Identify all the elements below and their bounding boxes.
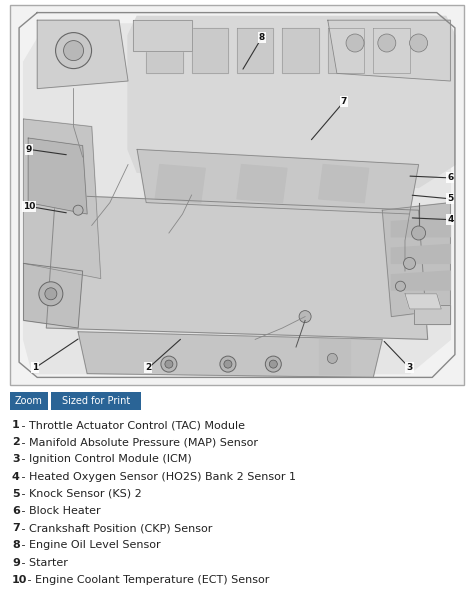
Circle shape	[165, 360, 173, 368]
Polygon shape	[414, 305, 450, 324]
Text: 3: 3	[406, 363, 413, 372]
Circle shape	[224, 360, 232, 368]
Circle shape	[403, 258, 416, 269]
Text: 8: 8	[12, 540, 20, 551]
Text: - Crankshaft Position (CKP) Sensor: - Crankshaft Position (CKP) Sensor	[18, 523, 212, 533]
Polygon shape	[24, 119, 101, 279]
Text: - Block Heater: - Block Heater	[18, 506, 100, 516]
Polygon shape	[319, 339, 350, 374]
Circle shape	[265, 356, 282, 372]
Polygon shape	[392, 271, 450, 290]
Text: 6: 6	[12, 506, 20, 516]
Polygon shape	[128, 17, 455, 188]
Text: - Heated Oxygen Sensor (HO2S) Bank 2 Sensor 1: - Heated Oxygen Sensor (HO2S) Bank 2 Sen…	[18, 472, 296, 482]
Text: 1: 1	[12, 420, 20, 430]
Text: 8: 8	[259, 33, 265, 42]
Text: 1: 1	[32, 363, 38, 372]
Polygon shape	[373, 28, 410, 73]
Circle shape	[395, 281, 405, 291]
Circle shape	[299, 311, 311, 323]
Polygon shape	[24, 24, 450, 374]
Text: 2: 2	[12, 437, 20, 447]
Circle shape	[64, 41, 83, 60]
Polygon shape	[392, 244, 450, 263]
Text: 6: 6	[447, 173, 454, 182]
Polygon shape	[382, 202, 450, 317]
Polygon shape	[392, 218, 450, 237]
Text: 5: 5	[12, 489, 19, 499]
Text: 9: 9	[26, 145, 32, 154]
Polygon shape	[155, 165, 205, 202]
Text: Sized for Print: Sized for Print	[62, 396, 130, 406]
Text: - Ignition Control Module (ICM): - Ignition Control Module (ICM)	[18, 455, 191, 464]
Text: 4: 4	[12, 472, 20, 482]
Text: - Engine Oil Level Sensor: - Engine Oil Level Sensor	[18, 540, 160, 551]
Text: - Manifold Absolute Pressure (MAP) Sensor: - Manifold Absolute Pressure (MAP) Senso…	[18, 437, 258, 447]
Polygon shape	[328, 20, 450, 81]
Circle shape	[73, 205, 83, 215]
Text: 3: 3	[12, 455, 19, 464]
Circle shape	[39, 282, 63, 306]
Circle shape	[220, 356, 236, 372]
Circle shape	[378, 34, 396, 52]
Polygon shape	[191, 28, 228, 73]
Polygon shape	[237, 28, 273, 73]
Text: 2: 2	[146, 363, 152, 372]
Polygon shape	[78, 332, 382, 378]
Polygon shape	[28, 138, 87, 214]
Polygon shape	[146, 28, 182, 73]
Circle shape	[55, 33, 91, 69]
Text: - Engine Coolant Temperature (ECT) Sensor: - Engine Coolant Temperature (ECT) Senso…	[24, 575, 269, 585]
Circle shape	[269, 360, 277, 368]
Circle shape	[346, 34, 364, 52]
Polygon shape	[283, 28, 319, 73]
Polygon shape	[237, 165, 287, 202]
Polygon shape	[319, 165, 369, 202]
Text: 10: 10	[12, 575, 27, 585]
Text: - Throttle Actuator Control (TAC) Module: - Throttle Actuator Control (TAC) Module	[18, 420, 245, 430]
Text: - Starter: - Starter	[18, 558, 68, 568]
Text: 7: 7	[12, 523, 20, 533]
Polygon shape	[328, 28, 364, 73]
Circle shape	[411, 226, 426, 240]
Circle shape	[45, 288, 57, 300]
Polygon shape	[46, 195, 428, 339]
Text: 5: 5	[447, 194, 454, 203]
Text: Zoom: Zoom	[15, 396, 43, 406]
Circle shape	[410, 34, 428, 52]
Circle shape	[328, 353, 337, 363]
Polygon shape	[133, 20, 191, 50]
FancyBboxPatch shape	[51, 392, 141, 410]
Text: 9: 9	[12, 558, 20, 568]
Circle shape	[161, 356, 177, 372]
Polygon shape	[24, 263, 82, 328]
Polygon shape	[137, 149, 419, 214]
Text: 4: 4	[447, 215, 454, 224]
FancyBboxPatch shape	[10, 5, 464, 385]
Polygon shape	[405, 294, 441, 309]
Text: - Knock Sensor (KS) 2: - Knock Sensor (KS) 2	[18, 489, 142, 499]
Polygon shape	[37, 20, 128, 89]
Text: 7: 7	[340, 98, 347, 107]
FancyBboxPatch shape	[10, 392, 48, 410]
Text: 10: 10	[23, 202, 35, 211]
